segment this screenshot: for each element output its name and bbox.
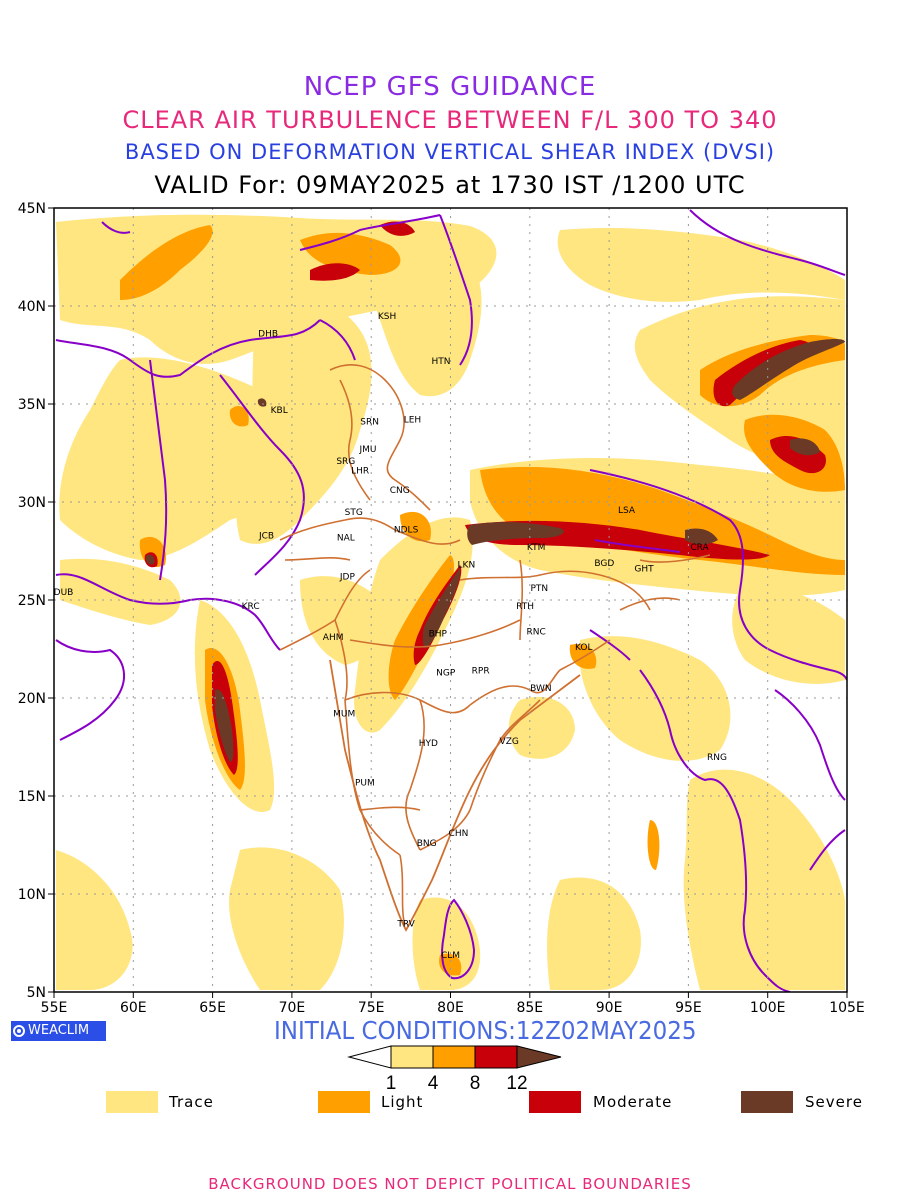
lat-tick-label: 15N xyxy=(18,789,46,805)
chart-subtitle: CLEAR AIR TURBULENCE BETWEEN F/L 300 TO … xyxy=(122,106,778,134)
station-label-ptn: PTN xyxy=(530,584,548,594)
lon-tick-label: 95E xyxy=(675,1000,702,1016)
station-label-dhb: DHB xyxy=(258,329,278,339)
lon-tick-label: 55E xyxy=(41,1000,68,1016)
station-label-kol: KOL xyxy=(575,643,593,653)
lat-tick-label: 5N xyxy=(27,985,46,1001)
station-label-nal: NAL xyxy=(337,533,355,543)
colorbar-tick-8: 8 xyxy=(470,1073,481,1094)
station-label-ngp: NGP xyxy=(436,669,456,679)
station-label-pum: PUM xyxy=(355,778,375,788)
coastline-boundaries xyxy=(55,209,847,992)
severe-turbulence-areas xyxy=(145,339,845,762)
station-label-ght: GHT xyxy=(634,565,654,575)
station-label-jmu: JMU xyxy=(359,445,377,455)
chart-title: NCEP GFS GUIDANCE xyxy=(303,72,597,102)
station-label-htn: HTN xyxy=(431,357,450,367)
india-coastline xyxy=(329,659,581,932)
station-label-vzg: VZG xyxy=(500,737,519,747)
station-label-kbl: KBL xyxy=(271,406,288,416)
station-label-cra: CRA xyxy=(690,543,709,553)
lon-tick-label: 75E xyxy=(358,1000,385,1016)
lon-tick-label: 100E xyxy=(750,1000,786,1016)
colorbar-trace xyxy=(390,1045,434,1069)
station-label-srg: SRG xyxy=(336,457,355,467)
station-label-lkn: LKN xyxy=(458,561,476,571)
station-label-cng: CNG xyxy=(390,486,410,496)
station-label-lhr: LHR xyxy=(351,467,369,477)
valid-time: VALID For: 09MAY2025 at 1730 IST /1200 U… xyxy=(154,171,746,199)
disclaimer-footer: BACKGROUND DOES NOT DEPICT POLITICAL BOU… xyxy=(208,1175,692,1193)
legend-swatch-trace xyxy=(106,1091,158,1113)
colorbar-under xyxy=(347,1045,392,1069)
station-label-chn: CHN xyxy=(449,829,469,839)
colorbar-tick-12: 12 xyxy=(506,1073,527,1094)
colorbar-light xyxy=(432,1045,476,1069)
colorbar-tick-4: 4 xyxy=(428,1073,439,1094)
legend-swatch-moderate xyxy=(529,1091,581,1113)
weaclim-logo: WEACLIM xyxy=(11,1021,106,1041)
legend-label-trace: Trace xyxy=(169,1093,214,1111)
station-label-rng: RNG xyxy=(707,753,727,763)
logo-ring-icon xyxy=(13,1025,25,1037)
station-label-stg: STG xyxy=(345,508,363,518)
legend-label-moderate: Moderate xyxy=(593,1093,673,1111)
station-label-srn: SRN xyxy=(360,418,379,428)
station-label-hyd: HYD xyxy=(419,739,438,749)
station-label-dub: DUB xyxy=(54,588,74,598)
legend-swatch-severe xyxy=(741,1091,793,1113)
lon-tick-label: 60E xyxy=(120,1000,147,1016)
lon-tick-label: 80E xyxy=(437,1000,464,1016)
station-label-leh: LEH xyxy=(404,416,421,426)
colorbar-tick-1: 1 xyxy=(386,1073,397,1094)
colorbar: 1 4 8 12 xyxy=(347,1045,562,1094)
legend-swatch-light xyxy=(318,1091,370,1113)
initial-conditions: INITIAL CONDITIONS:12Z02MAY2025 xyxy=(274,1016,697,1045)
station-label-jcb: JCB xyxy=(258,531,274,541)
station-label-bwn: BWN xyxy=(530,684,552,694)
graticule xyxy=(54,208,847,992)
lon-tick-label: 65E xyxy=(199,1000,226,1016)
lon-tick-label: 85E xyxy=(516,1000,543,1016)
legend-label-severe: Severe xyxy=(805,1093,863,1111)
station-label-krc: KRC xyxy=(242,602,260,612)
station-label-ksh: KSH xyxy=(378,312,396,322)
station-label-bgd: BGD xyxy=(594,559,614,569)
station-label-rnc: RNC xyxy=(527,627,546,637)
station-label-rpr: RPR xyxy=(472,667,490,677)
map-axes: 55E 60E 65E 70E 75E 80E 85E 90E 95E 100E 105E 45N 40… xyxy=(18,201,865,1016)
lon-tick-label: 70E xyxy=(279,1000,306,1016)
lat-tick-label: 35N xyxy=(18,397,46,413)
colorbar-moderate xyxy=(474,1045,518,1069)
station-label-jdp: JDP xyxy=(339,572,356,582)
lat-tick-label: 10N xyxy=(18,887,46,903)
station-label-clm: CLM xyxy=(441,951,460,961)
lat-tick-label: 25N xyxy=(18,593,46,609)
station-label-bng: BNG xyxy=(417,839,437,849)
lat-tick-label: 40N xyxy=(18,299,46,315)
station-label-ktm: KTM xyxy=(527,543,545,553)
logo-text: WEACLIM xyxy=(28,1023,90,1038)
station-label-bhp: BHP xyxy=(429,629,448,639)
station-label-mum: MUM xyxy=(333,710,355,720)
index-description: BASED ON DEFORMATION VERTICAL SHEAR INDE… xyxy=(124,140,776,164)
lon-tick-label: 105E xyxy=(829,1000,865,1016)
station-label-rth: RTH xyxy=(516,602,534,612)
station-label-ahm: AHM xyxy=(323,633,344,643)
station-label-trv: TRV xyxy=(396,919,415,929)
lat-tick-label: 30N xyxy=(18,495,46,511)
station-label-lsa: LSA xyxy=(618,506,636,516)
lat-tick-label: 20N xyxy=(18,691,46,707)
station-label-ndls: NDLS xyxy=(394,525,419,535)
internal-boundaries xyxy=(279,364,711,926)
lat-tick-label: 45N xyxy=(18,201,46,217)
legend-label-light: Light xyxy=(381,1093,424,1111)
lon-tick-label: 90E xyxy=(596,1000,623,1016)
colorbar-severe xyxy=(516,1045,562,1069)
